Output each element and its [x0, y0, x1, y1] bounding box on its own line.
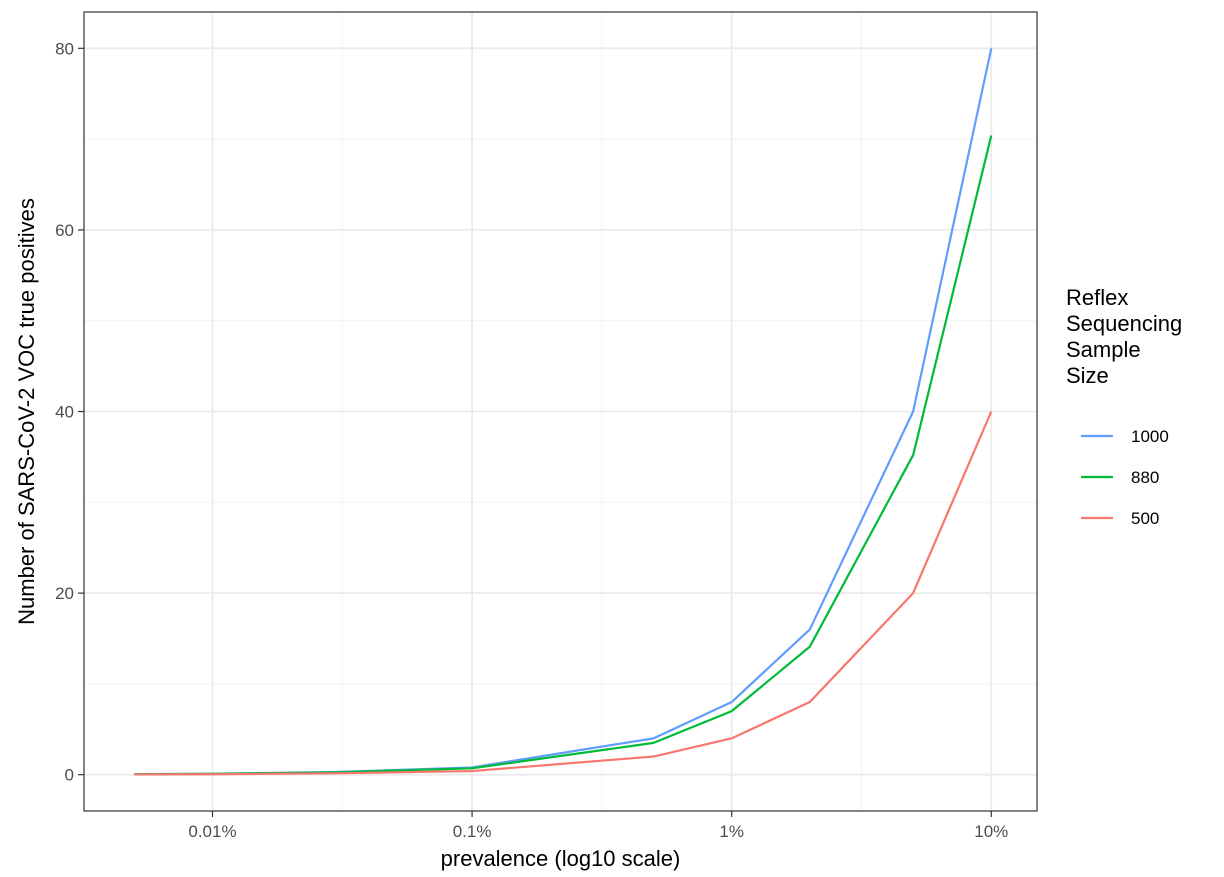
legend-title-line: Sample [1066, 337, 1141, 362]
legend: Reflex Sequencing Sample Size 1000 880 500 [1066, 285, 1188, 528]
y-axis-title: Number of SARS-CoV-2 VOC true positives [14, 198, 39, 625]
axis-ticks [78, 47, 992, 817]
y-tick-label: 20 [55, 584, 74, 603]
x-axis-title: prevalence (log10 scale) [441, 846, 681, 871]
legend-title-line: Reflex [1066, 285, 1128, 310]
x-tick-label: 10% [974, 822, 1008, 841]
y-tick-label: 40 [55, 403, 74, 422]
x-tick-label: 0.1% [453, 822, 492, 841]
y-tick-label: 80 [55, 39, 74, 58]
series-line-500 [134, 411, 993, 776]
y-axis-tick-labels: 0 20 40 60 80 [55, 39, 74, 784]
y-tick-label: 0 [65, 766, 74, 785]
legend-label-1000: 1000 [1131, 427, 1169, 446]
legend-title-line: Sequencing [1066, 311, 1182, 336]
legend-label-500: 500 [1131, 509, 1159, 528]
y-tick-label: 60 [55, 221, 74, 240]
legend-title: Reflex Sequencing Sample Size [1066, 285, 1188, 388]
x-tick-label: 0.01% [188, 822, 236, 841]
legend-items: 1000 880 500 [1081, 427, 1169, 528]
series-lines [134, 48, 993, 776]
legend-title-line: Size [1066, 363, 1109, 388]
x-tick-label: 1% [719, 822, 744, 841]
x-axis-tick-labels: 0.01% 0.1% 1% 10% [188, 822, 1008, 841]
legend-label-880: 880 [1131, 468, 1159, 487]
